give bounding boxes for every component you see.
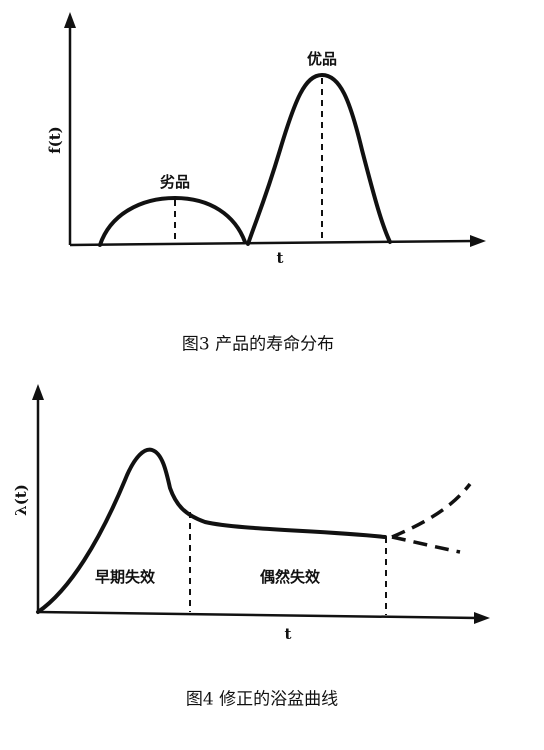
high-curve: [246, 72, 392, 246]
caption: 图4 修正的浴盆曲线: [186, 690, 338, 710]
figure-4: 早期失效 偶然失效 t λ(t) 图4 修正的浴盆曲线: [12, 384, 490, 710]
x-arrow: [470, 235, 486, 247]
y-label: λ(t): [12, 484, 30, 516]
lower-branch: [391, 535, 461, 554]
high-label: 优品: [307, 50, 337, 68]
y-arrow: [64, 12, 76, 28]
bathtub-curve: [36, 447, 387, 614]
low-curve: [98, 195, 247, 247]
random-label: 偶然失效: [260, 568, 321, 586]
figure-3: 劣品 优品 t f(t) 图3 产品的寿命分布: [46, 12, 486, 355]
x-label: t: [285, 625, 292, 643]
low-label: 劣品: [160, 173, 190, 191]
y-arrow: [32, 384, 44, 400]
early-label: 早期失效: [95, 568, 156, 586]
x-label: t: [277, 249, 284, 267]
x-arrow: [474, 612, 490, 624]
x-axis: [37, 610, 479, 620]
x-axis: [69, 239, 476, 247]
upper-branch: [391, 482, 472, 539]
caption: 图3 产品的寿命分布: [182, 335, 334, 355]
y-label: f(t): [46, 126, 64, 154]
